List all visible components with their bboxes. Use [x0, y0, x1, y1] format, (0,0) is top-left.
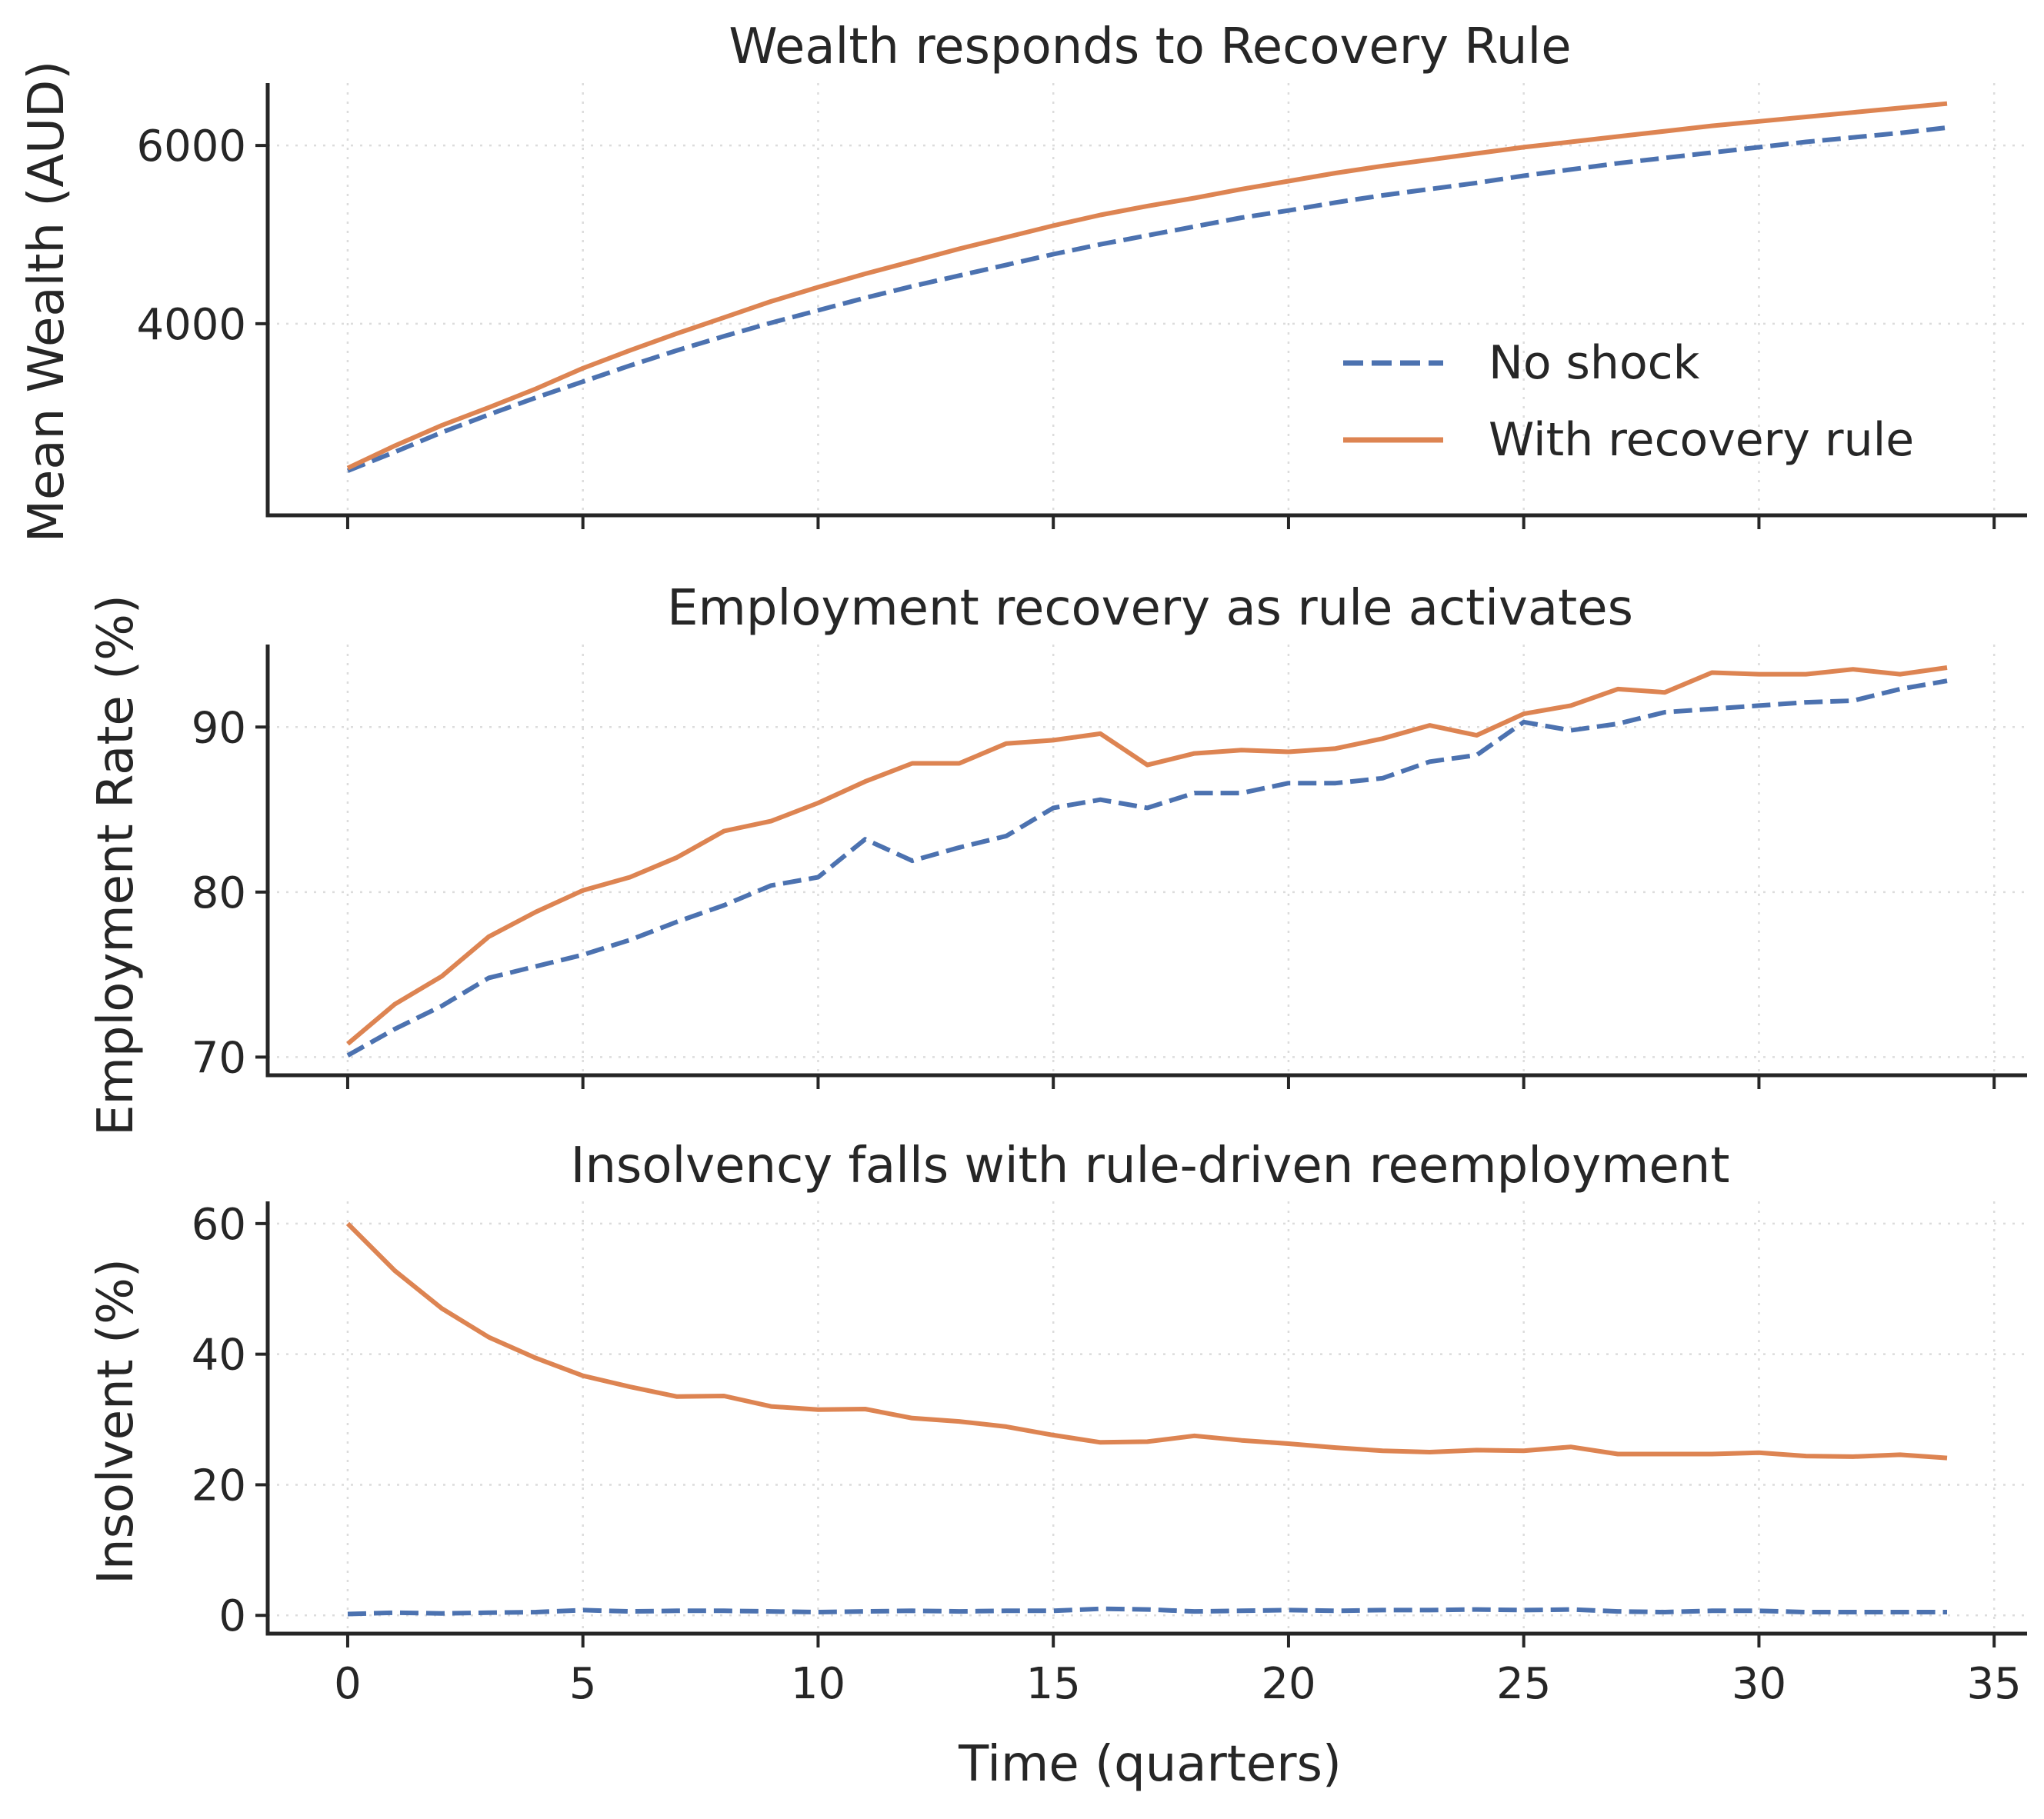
insolvency-series-no-shock — [347, 1606, 1947, 1617]
insolvency-xtick-label: 5 — [569, 1659, 597, 1709]
insolvency-xtick-label: 0 — [334, 1659, 362, 1709]
employment-panel: 70 80 90 Employment recovery as rule activ… — [88, 580, 2027, 1136]
insolvency-xtick-label: 15 — [1026, 1659, 1081, 1709]
insolvency-xtick-label: 20 — [1261, 1659, 1315, 1709]
employment-ytick-label: 90 — [192, 703, 246, 753]
wealth-series-no-shock — [346, 125, 1948, 473]
insolvency-xtick-label: 30 — [1732, 1659, 1786, 1709]
wealth-ytick-label: 4000 — [136, 300, 246, 350]
employment-panel-ylabel: Employment Rate (%) — [88, 595, 145, 1136]
legend-label-no-shock: No shock — [1489, 336, 1700, 390]
insolvency-ytick-label: 60 — [192, 1200, 246, 1250]
legend-label-with-recovery-rule: With recovery rule — [1489, 413, 1914, 467]
wealth-series-with-recovery-rule — [346, 101, 1948, 471]
insolvency-series-with-recovery-rule — [345, 1221, 1948, 1461]
insolvency-ytick-label: 40 — [192, 1331, 246, 1381]
insolvency-panel-ylabel: Insolvent (%) — [88, 1258, 145, 1584]
insolvency-ytick-label: 20 — [192, 1461, 246, 1511]
employment-series-no-shock — [346, 678, 1948, 1058]
wealth-panel-title: Wealth responds to Recovery Rule — [729, 18, 1571, 75]
employment-ytick-label: 80 — [192, 868, 246, 918]
insolvency-ytick-label: 0 — [218, 1591, 246, 1641]
employment-series-with-recovery-rule — [346, 665, 1948, 1046]
x-axis-label: Time (quarters) — [958, 1736, 1342, 1793]
wealth-panel-ylabel: Mean Wealth (AUD) — [18, 61, 75, 542]
insolvency-xtick-label: 10 — [791, 1659, 845, 1709]
insolvency-panel: 0 20 40 60 0 5 10 15 20 25 30 35 Insolvency falls w… — [88, 1138, 2027, 1793]
insolvency-xtick-label: 25 — [1496, 1659, 1551, 1709]
insolvency-xtick-label: 35 — [1967, 1659, 2022, 1709]
insolvency-panel-title: Insolvency falls with rule-driven reempl… — [571, 1138, 1730, 1194]
wealth-panel: 4000 6000 Wealth responds to Recovery Rul… — [18, 18, 2027, 542]
legend: No shock With recovery rule — [1343, 336, 1914, 467]
employment-panel-title: Employment recovery as rule activates — [667, 580, 1633, 637]
wealth-ytick-label: 6000 — [136, 122, 246, 172]
employment-ytick-label: 70 — [192, 1033, 246, 1083]
